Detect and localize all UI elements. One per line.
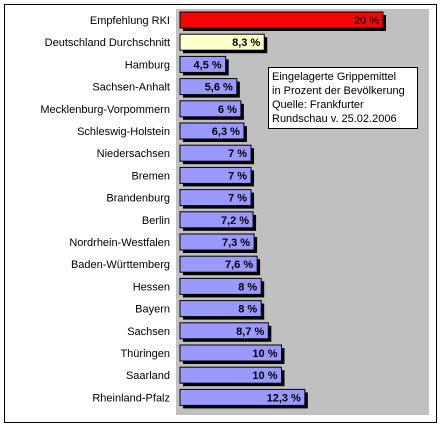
bar (179, 11, 384, 29)
bar (179, 144, 252, 162)
category-label: Niedersachsen (97, 148, 170, 160)
data-label: 7,3 % (222, 237, 250, 249)
data-label: 20 % (354, 15, 379, 27)
category-label: Bayern (135, 304, 170, 316)
data-label: 4,5 % (194, 59, 222, 71)
category-label: Hessen (133, 281, 170, 293)
data-label: 8,7 % (236, 326, 264, 338)
annotation-line-4: Rundschau v. 25.02.2006 (272, 113, 397, 125)
data-label: 7 % (228, 170, 247, 182)
category-label: Sachsen-Anhalt (92, 82, 170, 94)
bar (179, 211, 254, 229)
category-label: Sachsen (127, 326, 170, 338)
bar (179, 255, 258, 273)
data-label: 10 % (252, 348, 277, 360)
bar (179, 55, 227, 73)
annotation-line-1: Eingelagerte Grippemittel (272, 71, 397, 83)
category-label: Thüringen (120, 348, 170, 360)
bar (179, 344, 282, 362)
bar (179, 100, 242, 118)
data-label: 8,3 % (232, 37, 260, 49)
data-label: 10 % (252, 370, 277, 382)
category-label: Rheinland-Pfalz (92, 392, 170, 404)
category-label: Brandenburg (106, 193, 170, 205)
bar (179, 33, 265, 51)
bar (179, 166, 252, 184)
data-label: 6 % (218, 104, 237, 116)
bar (179, 78, 238, 96)
bar (179, 300, 262, 318)
category-label: Schleswig-Holstein (77, 126, 170, 138)
data-label: 6,3 % (212, 126, 240, 138)
category-label: Baden-Württemberg (71, 259, 170, 271)
category-label: Empfehlung RKI (90, 15, 170, 27)
bar (179, 189, 252, 207)
data-label: 7,6 % (225, 259, 253, 271)
data-label: 8 % (238, 281, 257, 293)
bar (179, 322, 269, 340)
bar (179, 233, 255, 251)
annotation-line-2: in Prozent der Bevölkerung (272, 85, 405, 97)
bar (179, 388, 306, 406)
category-label: Berlin (142, 215, 170, 227)
data-label: 7 % (228, 148, 247, 160)
data-label: 12,3 % (267, 392, 301, 404)
chart-annotation: Eingelagerte Grippemittel in Prozent der… (268, 67, 418, 129)
category-label: Hamburg (125, 59, 170, 71)
bar (179, 122, 245, 140)
data-label: 7 % (228, 193, 247, 205)
category-label: Nordrhein-Westfalen (69, 237, 170, 249)
bar (179, 366, 282, 384)
data-label: 5,6 % (205, 82, 233, 94)
category-label: Bremen (131, 170, 170, 182)
data-label: 8 % (238, 304, 257, 316)
category-label: Saarland (126, 370, 170, 382)
data-label: 7,2 % (221, 215, 249, 227)
bar (179, 277, 262, 295)
category-label: Deutschland Durchschnitt (45, 37, 170, 49)
category-label: Mecklenburg-Vorpommern (40, 104, 170, 116)
annotation-line-3: Quelle: Frankfurter (272, 99, 364, 111)
